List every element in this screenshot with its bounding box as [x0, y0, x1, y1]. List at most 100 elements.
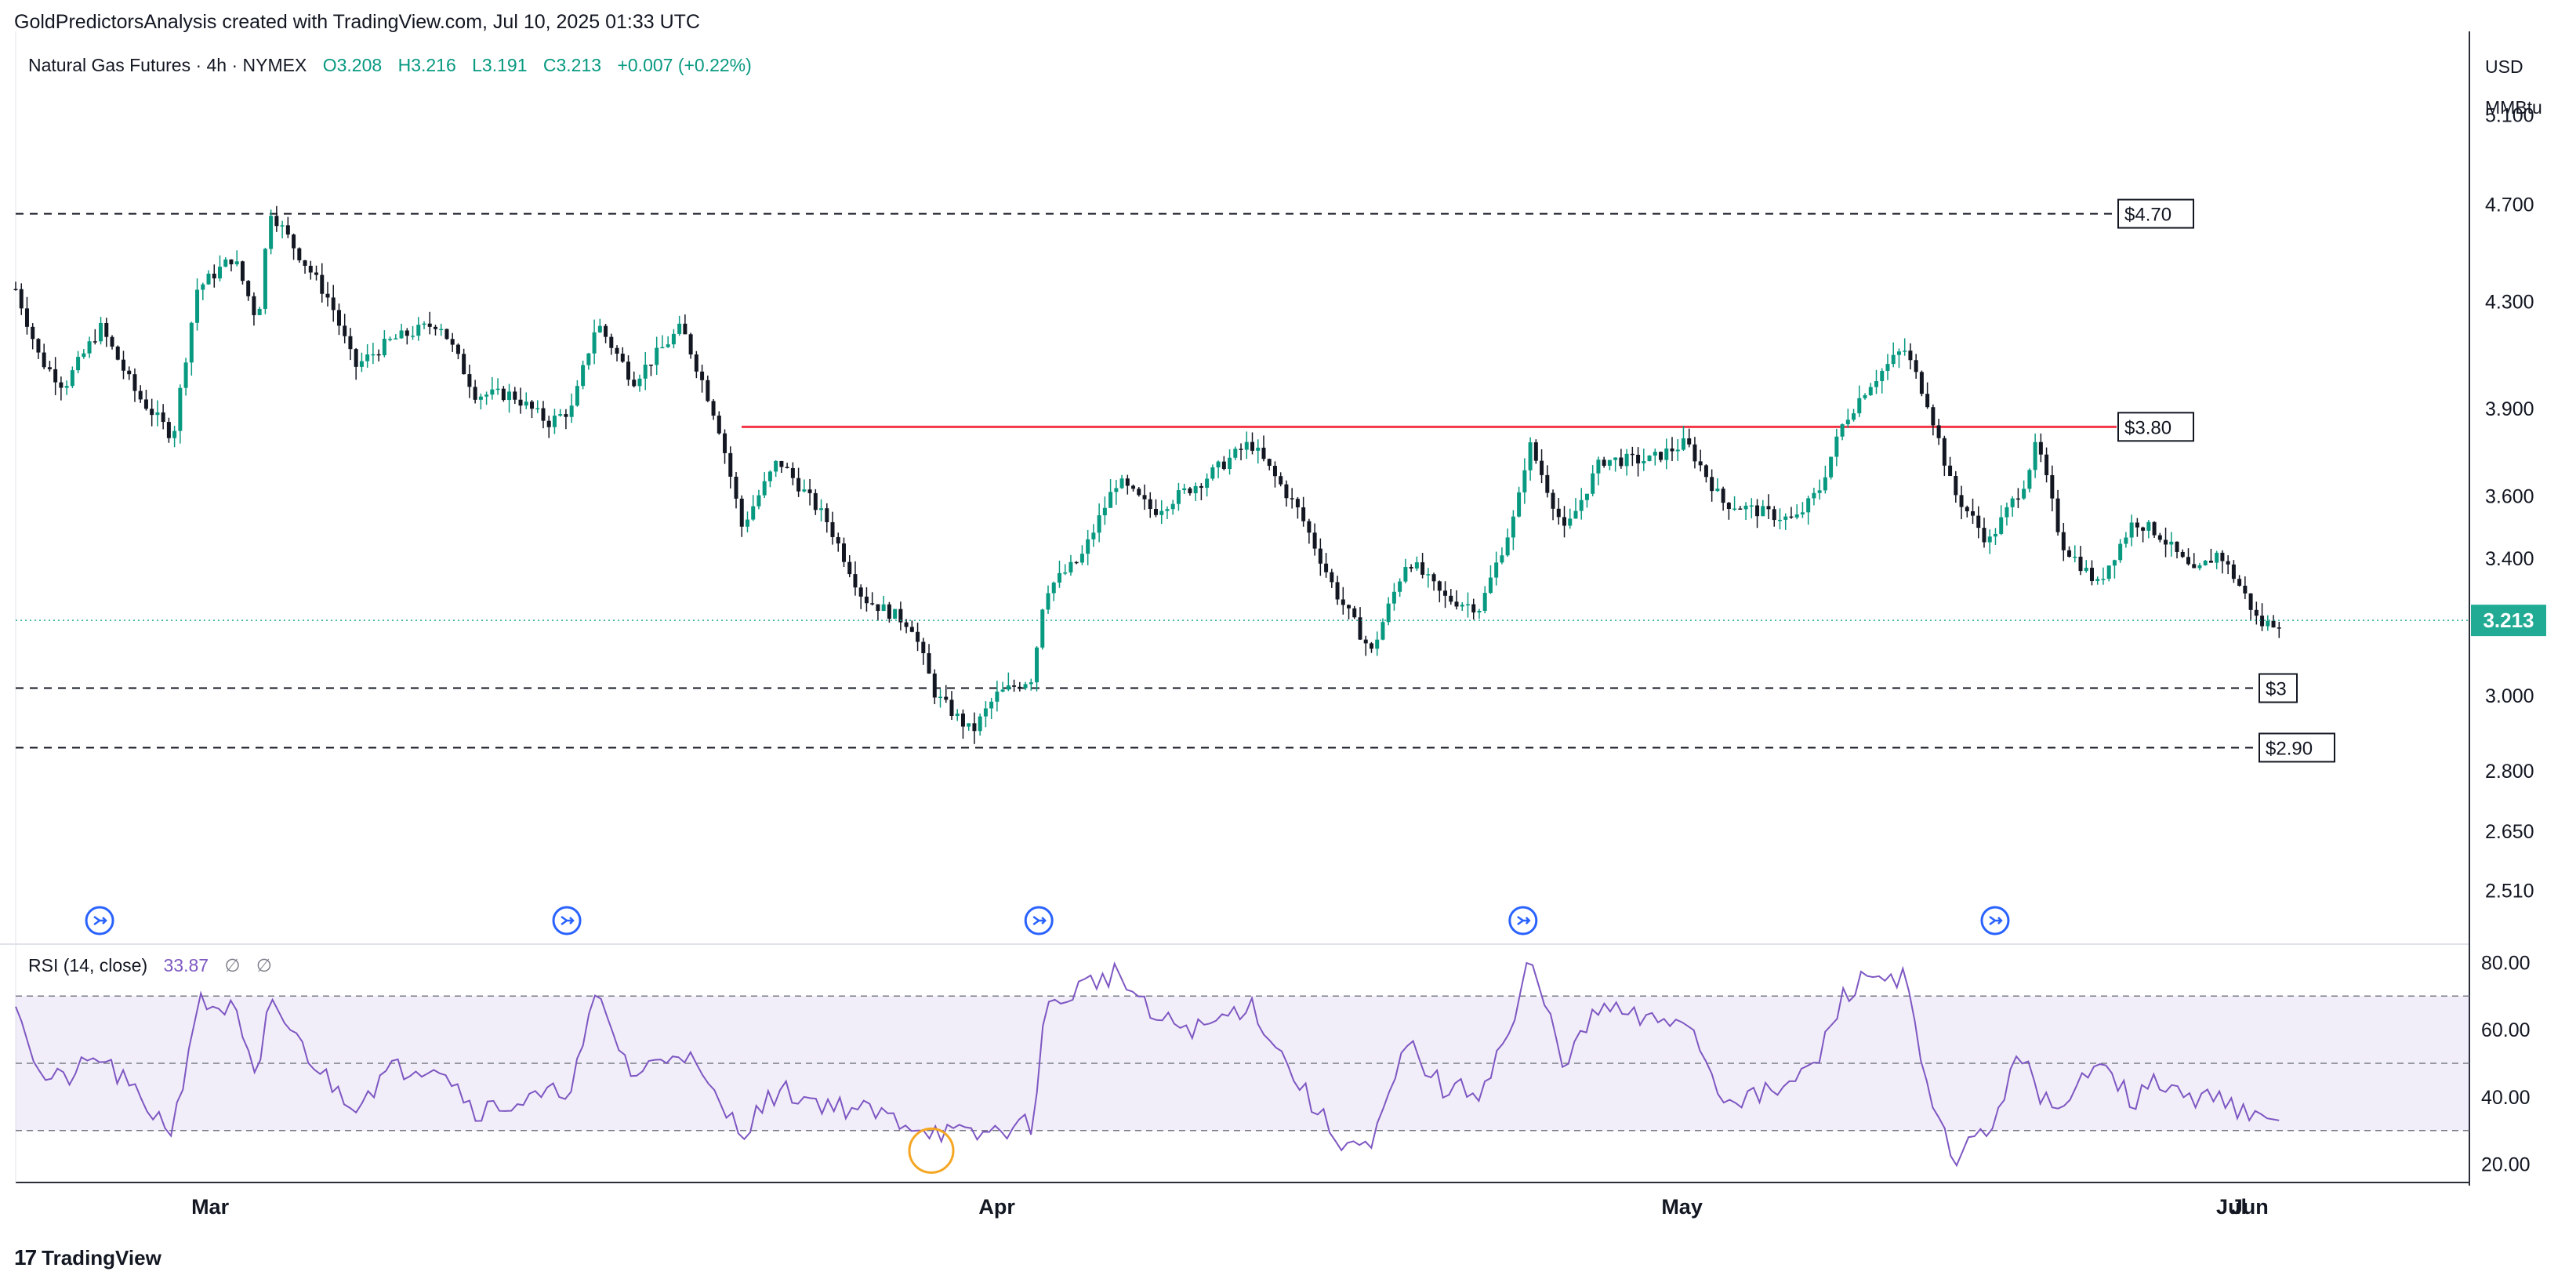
candle-body — [2050, 474, 2055, 499]
candle-body — [1732, 508, 1737, 510]
candle-body — [1806, 498, 1811, 513]
candle-body — [2010, 498, 2015, 507]
rsi-legend[interactable]: RSI (14, close) 33.87 ∅ ∅ — [28, 955, 272, 976]
price-tick-3: 3.900 — [2485, 398, 2534, 420]
candle-body — [2089, 568, 2094, 582]
candle-body — [42, 352, 46, 368]
candle-body — [530, 401, 535, 409]
candle-body — [1199, 485, 1203, 489]
candle-body — [1295, 499, 1300, 508]
candle-body — [1398, 581, 1402, 592]
session-marker-arrow-1 — [561, 915, 575, 926]
candle-body — [1228, 457, 1232, 470]
candle-body — [1613, 457, 1618, 460]
candle-body — [2169, 541, 2174, 545]
candle-body — [807, 489, 812, 493]
candle-body — [331, 297, 336, 311]
candle-body — [1703, 465, 1708, 478]
candle-body — [604, 325, 608, 337]
candle-body — [1743, 505, 1748, 510]
candle-body — [597, 325, 602, 332]
candles-group — [13, 205, 2281, 744]
currency-label[interactable]: USD — [2485, 56, 2523, 77]
candle-body — [1358, 617, 1362, 640]
candle-body — [1573, 510, 1578, 519]
candle-body — [1540, 460, 1544, 475]
candle-body — [1159, 510, 1164, 515]
candle-body — [1829, 456, 1834, 478]
candle-body — [648, 365, 653, 366]
candle-body — [586, 353, 591, 365]
candle-body — [739, 498, 744, 527]
price-legend[interactable]: Natural Gas Futures · 4h · NYMEX O3.208 … — [28, 55, 752, 76]
candle-body — [1885, 364, 1890, 371]
candle-body — [212, 274, 216, 279]
candle-body — [1279, 476, 1283, 485]
candle-body — [234, 261, 239, 265]
candle-body — [853, 574, 858, 588]
candle-body — [643, 365, 648, 379]
candle-body — [524, 401, 528, 406]
candle-body — [1931, 407, 1936, 426]
tradingview-brand[interactable]: 17 TradingView — [14, 1245, 161, 1270]
price-tick-1: 4.700 — [2485, 194, 2534, 216]
rsi-line — [15, 961, 2280, 1168]
candle-body — [1903, 351, 1907, 352]
candle-body — [1029, 682, 1033, 685]
candle-body — [1312, 532, 1317, 549]
candle-body — [303, 260, 307, 266]
candle-body — [1307, 521, 1312, 533]
candle-body — [365, 354, 370, 361]
candle-body — [1431, 574, 1436, 582]
candle-body — [1948, 465, 1953, 477]
candle-body — [796, 478, 801, 492]
candle-body — [1891, 354, 1896, 365]
candle-body — [1874, 381, 1879, 387]
candle-body — [683, 323, 688, 335]
candle-body — [1449, 595, 1453, 602]
candle-body — [280, 225, 285, 227]
change-value: +0.007 (+0.22%) — [617, 55, 752, 75]
candle-body — [1018, 686, 1022, 688]
candle-body — [399, 330, 404, 339]
candle-body — [343, 325, 347, 336]
candle-body — [2152, 521, 2157, 536]
candle-body — [394, 338, 398, 340]
candle-body — [1148, 499, 1152, 510]
candle-body — [1630, 453, 1634, 456]
candle-body — [1079, 554, 1084, 563]
candle-body — [1936, 425, 1941, 438]
candle-body — [47, 367, 52, 369]
candle-body — [870, 603, 875, 605]
candle-body — [581, 365, 586, 387]
candle-body — [1522, 470, 1527, 492]
candle-body — [989, 701, 994, 709]
candle-body — [1488, 577, 1493, 594]
candle-body — [1330, 572, 1334, 583]
candle-body — [1324, 563, 1329, 572]
candle-body — [1114, 488, 1119, 492]
candle-body — [2180, 551, 2185, 558]
unit-label[interactable]: MMBtu — [2485, 97, 2542, 118]
level-label-box-3 — [2259, 732, 2335, 763]
candle-body — [1925, 394, 1930, 408]
candle-body — [1896, 351, 1901, 355]
rsi-title: RSI (14, close) — [28, 955, 148, 975]
candle-body — [847, 561, 852, 575]
candle-body — [1301, 507, 1306, 521]
candle-body — [450, 339, 455, 345]
candle-body — [546, 420, 551, 427]
candle-body — [484, 394, 489, 397]
candle-body — [246, 281, 251, 296]
candle-body — [932, 673, 937, 698]
candle-body — [371, 354, 376, 356]
rsi-tick-0: 80.00 — [2481, 952, 2531, 974]
time-tick-mar: Mar — [191, 1195, 230, 1219]
candle-body — [87, 341, 92, 354]
candle-body — [269, 216, 274, 249]
candle-body — [115, 347, 120, 360]
candle-body — [36, 339, 41, 353]
rsi-na-2: ∅ — [256, 955, 272, 975]
candle-body — [1256, 447, 1261, 451]
